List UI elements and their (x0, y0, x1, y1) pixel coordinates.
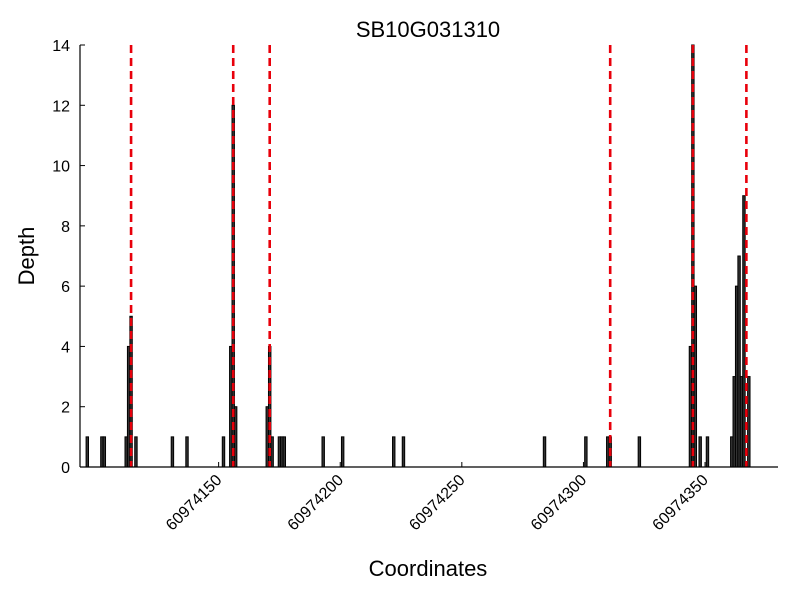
depth-bar-19 (321, 436, 325, 468)
depth-bar-15 (270, 436, 274, 468)
depth-bar-39 (747, 376, 751, 468)
y-tick-label: 10 (52, 159, 70, 176)
y-tick-label: 12 (52, 98, 70, 115)
x-axis-title: Coordinates (369, 556, 488, 581)
y-tick-label: 0 (61, 460, 70, 477)
marker-lines-layer (129, 45, 748, 467)
depth-bar-30 (693, 285, 698, 468)
y-ticks: 0 2 4 6 8 10 12 14 (52, 38, 85, 477)
y-tick-label: 6 (61, 279, 70, 296)
depth-bar-2 (102, 436, 107, 468)
x-ticks: 60974150 60974200 60974250 60974300 60974350 (163, 462, 712, 534)
depth-bar-0 (85, 436, 90, 468)
y-tick-label: 14 (52, 38, 70, 55)
depth-bar-8 (185, 436, 189, 468)
depth-bar-31 (698, 436, 702, 468)
bars-layer (85, 44, 751, 468)
depth-bar-21 (392, 436, 396, 468)
depth-bar-27 (637, 436, 642, 468)
y-tick-label: 2 (61, 400, 70, 417)
depth-bar-32 (705, 436, 710, 468)
depth-bar-38 (742, 195, 746, 468)
depth-bar-24 (584, 436, 588, 468)
depth-bar-20 (340, 436, 345, 468)
depth-bar-6 (134, 436, 138, 468)
depth-bar-12 (233, 406, 238, 468)
x-tick-label: 60974200 (285, 472, 347, 534)
x-tick-label: 60974350 (650, 472, 712, 534)
depth-bar-7 (170, 436, 175, 468)
y-axis-title: Depth (14, 227, 39, 286)
y-tick-label: 8 (61, 219, 70, 236)
depth-bar-22 (401, 436, 406, 468)
chart-title: SB10G031310 (356, 17, 500, 42)
x-tick-label: 60974150 (163, 472, 225, 534)
x-tick-label: 60974300 (528, 472, 590, 534)
y-tick-label: 4 (61, 339, 70, 356)
depth-bar-9 (221, 436, 226, 468)
depth-bar-18 (282, 436, 287, 468)
x-tick-label: 60974250 (406, 472, 468, 534)
depth-bar-23 (542, 436, 547, 468)
